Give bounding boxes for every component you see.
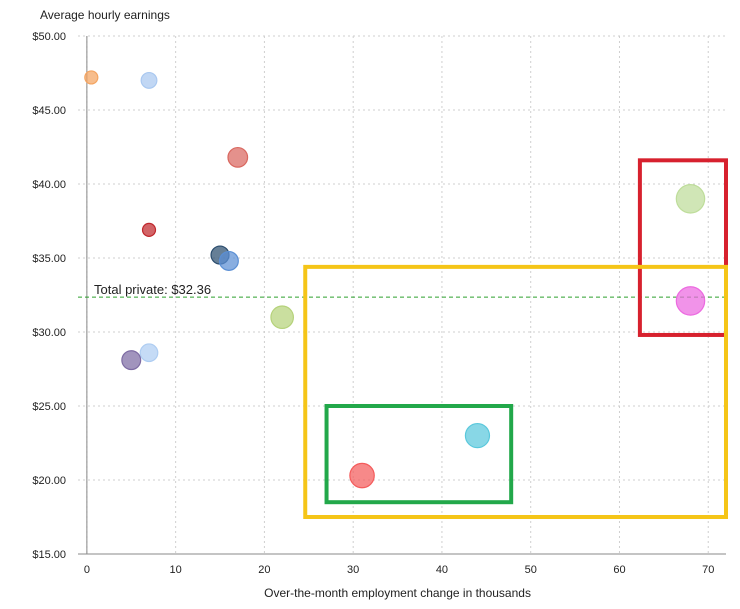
y-tick-label: $15.00 <box>32 549 66 561</box>
y-tick-labels: $15.00 $20.00 $25.00 $30.00 $35.00 $40.00 $45.… <box>32 31 66 561</box>
bubble <box>464 422 491 449</box>
total-private-label: Total private: $32.36 <box>94 282 211 297</box>
x-tick-label: 50 <box>525 564 537 576</box>
y-tick-label: $50.00 <box>32 31 66 43</box>
y-tick-label: $30.00 <box>32 327 66 339</box>
bubble <box>141 222 157 237</box>
x-tick-label: 0 <box>84 564 90 576</box>
bubble <box>218 250 239 271</box>
bubble <box>349 462 375 489</box>
x-tick-labels: 0 10 20 30 40 50 60 70 <box>84 564 715 576</box>
y-tick-label: $20.00 <box>32 475 66 487</box>
bubble <box>270 305 294 330</box>
highlight-boxes <box>303 158 728 519</box>
y-tick-label: $40.00 <box>32 179 66 191</box>
y-axis-title: Average hourly earnings <box>40 8 170 22</box>
y-tick-label: $45.00 <box>32 105 66 117</box>
bubble <box>121 350 142 371</box>
x-tick-label: 60 <box>613 564 625 576</box>
bubble <box>140 71 158 89</box>
x-tick-label: 30 <box>347 564 359 576</box>
x-tick-label: 20 <box>258 564 270 576</box>
bubble <box>227 146 249 168</box>
axes <box>78 36 726 555</box>
x-tick-label: 40 <box>436 564 448 576</box>
green-highlight-box <box>324 404 514 505</box>
bubbles <box>84 70 706 489</box>
bubble <box>84 70 99 85</box>
x-tick-label: 10 <box>170 564 182 576</box>
bubble <box>139 343 159 363</box>
x-axis-title: Over-the-month employment change in thou… <box>264 586 531 600</box>
red-highlight-box <box>637 158 728 337</box>
y-tick-label: $25.00 <box>32 401 66 413</box>
yellow-highlight-box <box>303 264 728 519</box>
y-tick-label: $35.00 <box>32 253 66 265</box>
reference-line-group: Total private: $32.36 <box>78 282 726 298</box>
bubble <box>675 286 706 316</box>
bubble <box>675 184 706 214</box>
x-tick-label: 70 <box>702 564 714 576</box>
